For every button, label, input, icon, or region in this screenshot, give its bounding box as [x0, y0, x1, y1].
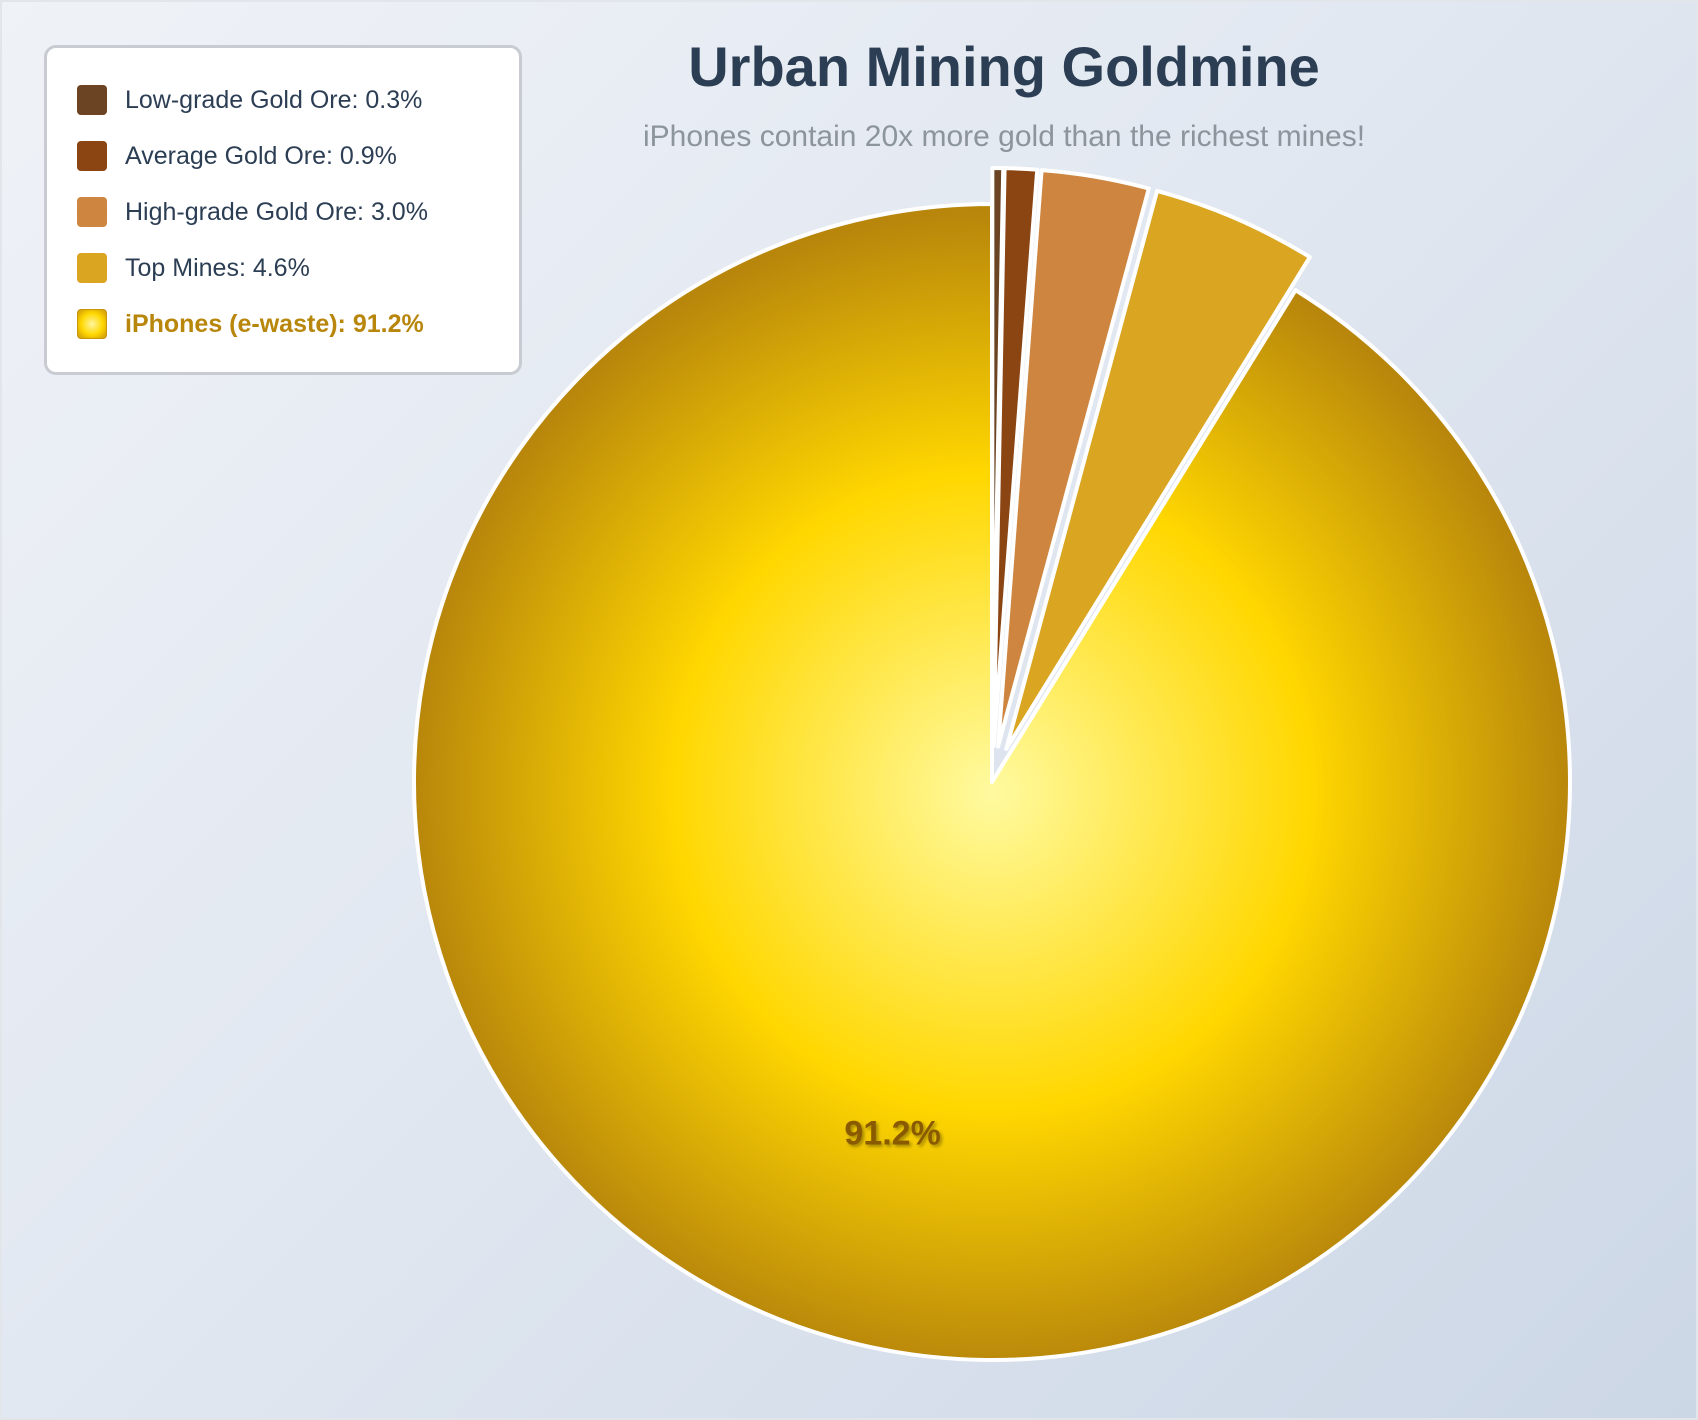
pie-slice-iphones-e-waste[interactable] [412, 202, 1572, 1362]
legend-swatch [77, 197, 107, 227]
legend-item-low-grade[interactable]: Low-grade Gold Ore: 0.3% [77, 84, 519, 116]
pie-slices [412, 166, 1572, 1362]
legend-label: Average Gold Ore: 0.9% [125, 141, 397, 170]
pie-slice-average-gold-ore[interactable] [991, 166, 1040, 749]
chart-title: Urban Mining Goldmine [688, 35, 1320, 98]
legend-item-iphones[interactable]: iPhones (e-waste): 91.2% [77, 308, 519, 340]
slice-data-label-iphones: 91.2% [844, 1114, 940, 1152]
legend-item-high-grade[interactable]: High-grade Gold Ore: 3.0% [77, 196, 519, 228]
legend: Low-grade Gold Ore: 0.3% Average Gold Or… [44, 45, 522, 375]
legend-swatch [77, 309, 107, 339]
legend-item-average[interactable]: Average Gold Ore: 0.9% [77, 140, 519, 172]
legend-swatch [77, 253, 107, 283]
legend-swatch [77, 141, 107, 171]
legend-label: iPhones (e-waste): 91.2% [125, 309, 424, 338]
pie-slice-top-mines[interactable] [1004, 188, 1312, 751]
pie-slice-high-grade-gold-ore[interactable] [996, 168, 1151, 749]
legend-item-top-mines[interactable]: Top Mines: 4.6% [77, 252, 519, 284]
chart-subtitle: iPhones contain 20x more gold than the r… [643, 120, 1365, 153]
legend-swatch [77, 85, 107, 115]
legend-label: Top Mines: 4.6% [125, 253, 310, 282]
legend-label: Low-grade Gold Ore: 0.3% [125, 85, 423, 114]
legend-label: High-grade Gold Ore: 3.0% [125, 197, 428, 226]
